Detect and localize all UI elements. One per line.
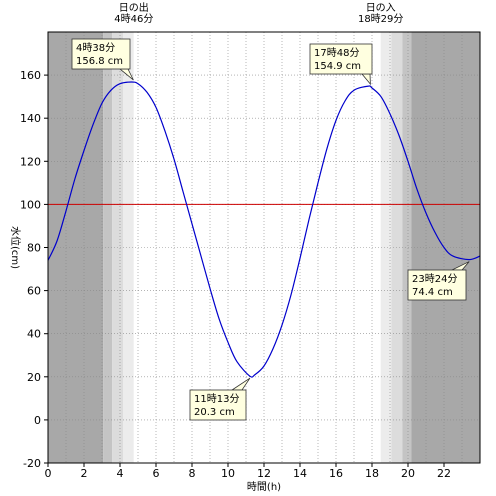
callout-value: 74.4 cm: [412, 287, 453, 298]
y-tick-label: 120: [20, 155, 41, 168]
y-tick-label: 100: [20, 198, 41, 211]
x-tick-label: 18: [365, 467, 379, 480]
callout-time: 4時38分: [76, 42, 115, 54]
sunset-time: 18時29分: [358, 13, 403, 25]
x-tick-label: 6: [153, 467, 160, 480]
x-tick-label: 16: [329, 467, 343, 480]
shade-band: [402, 32, 412, 463]
x-tick-label: 10: [221, 467, 235, 480]
y-tick-label: 140: [20, 112, 41, 125]
callout-time: 23時24分: [412, 273, 457, 285]
shade-band: [123, 32, 134, 463]
callout-box: [309, 43, 373, 75]
y-tick-label: -20: [23, 457, 41, 470]
x-tick-label: 22: [437, 467, 451, 480]
annotation-callout: 4時38分 156.8 cm: [71, 38, 134, 81]
callout-value: 20.3 cm: [194, 407, 235, 418]
callout-box: [407, 269, 467, 301]
callout-value: 154.9 cm: [314, 61, 361, 72]
axis-ticks: 0 2 4 6 8 10 12 14 16 18 20 22 -20 0 20 40 60 80 100 120 140…: [20, 69, 451, 480]
shade-band: [133, 32, 381, 463]
y-tick-label: 40: [27, 328, 41, 341]
x-tick-label: 20: [401, 467, 415, 480]
y-tick-label: 0: [34, 414, 41, 427]
x-tick-label: 14: [293, 467, 307, 480]
x-tick-label: 8: [189, 467, 196, 480]
shade-band: [103, 32, 113, 463]
sunset-label: 日の入 18時29分: [358, 3, 403, 25]
y-tick-label: 20: [27, 371, 41, 384]
y-tick-label: 60: [27, 285, 41, 298]
callout-box: [71, 38, 131, 70]
sunrise-time: 4時46分: [114, 13, 153, 25]
sunset-title: 日の入: [366, 3, 396, 14]
sunrise-label: 日の出 4時46分: [114, 1, 153, 25]
y-axis-label: 水位(cm): [9, 226, 22, 269]
annotation-callout: 11時13分 20.3 cm: [189, 377, 251, 421]
y-tick-label: 160: [20, 69, 41, 82]
callout-box: [189, 389, 247, 421]
x-tick-label: 12: [257, 467, 271, 480]
callout-time: 17時48分: [314, 47, 359, 59]
y-tick-label: 80: [27, 242, 41, 255]
sunrise-title: 日の出: [119, 1, 149, 14]
callout-value: 156.8 cm: [76, 56, 123, 67]
annotation-callout: 17時48分 154.9 cm: [309, 43, 373, 86]
x-axis-label: 時間(h): [247, 481, 281, 493]
tide-series-line: [47, 81, 481, 378]
annotation-callout: 23時24分 74.4 cm: [407, 261, 470, 301]
x-tick-label: 0: [45, 467, 52, 480]
x-tick-label: 4: [117, 467, 124, 480]
x-tick-label: 2: [81, 467, 88, 480]
shade-band: [411, 32, 480, 463]
annotations: 4時38分 156.8 cm 11時13分 20.3 cm 17時48分 154.9 cm…: [71, 38, 470, 421]
shade-band: [380, 32, 392, 463]
callout-time: 11時13分: [194, 393, 239, 405]
